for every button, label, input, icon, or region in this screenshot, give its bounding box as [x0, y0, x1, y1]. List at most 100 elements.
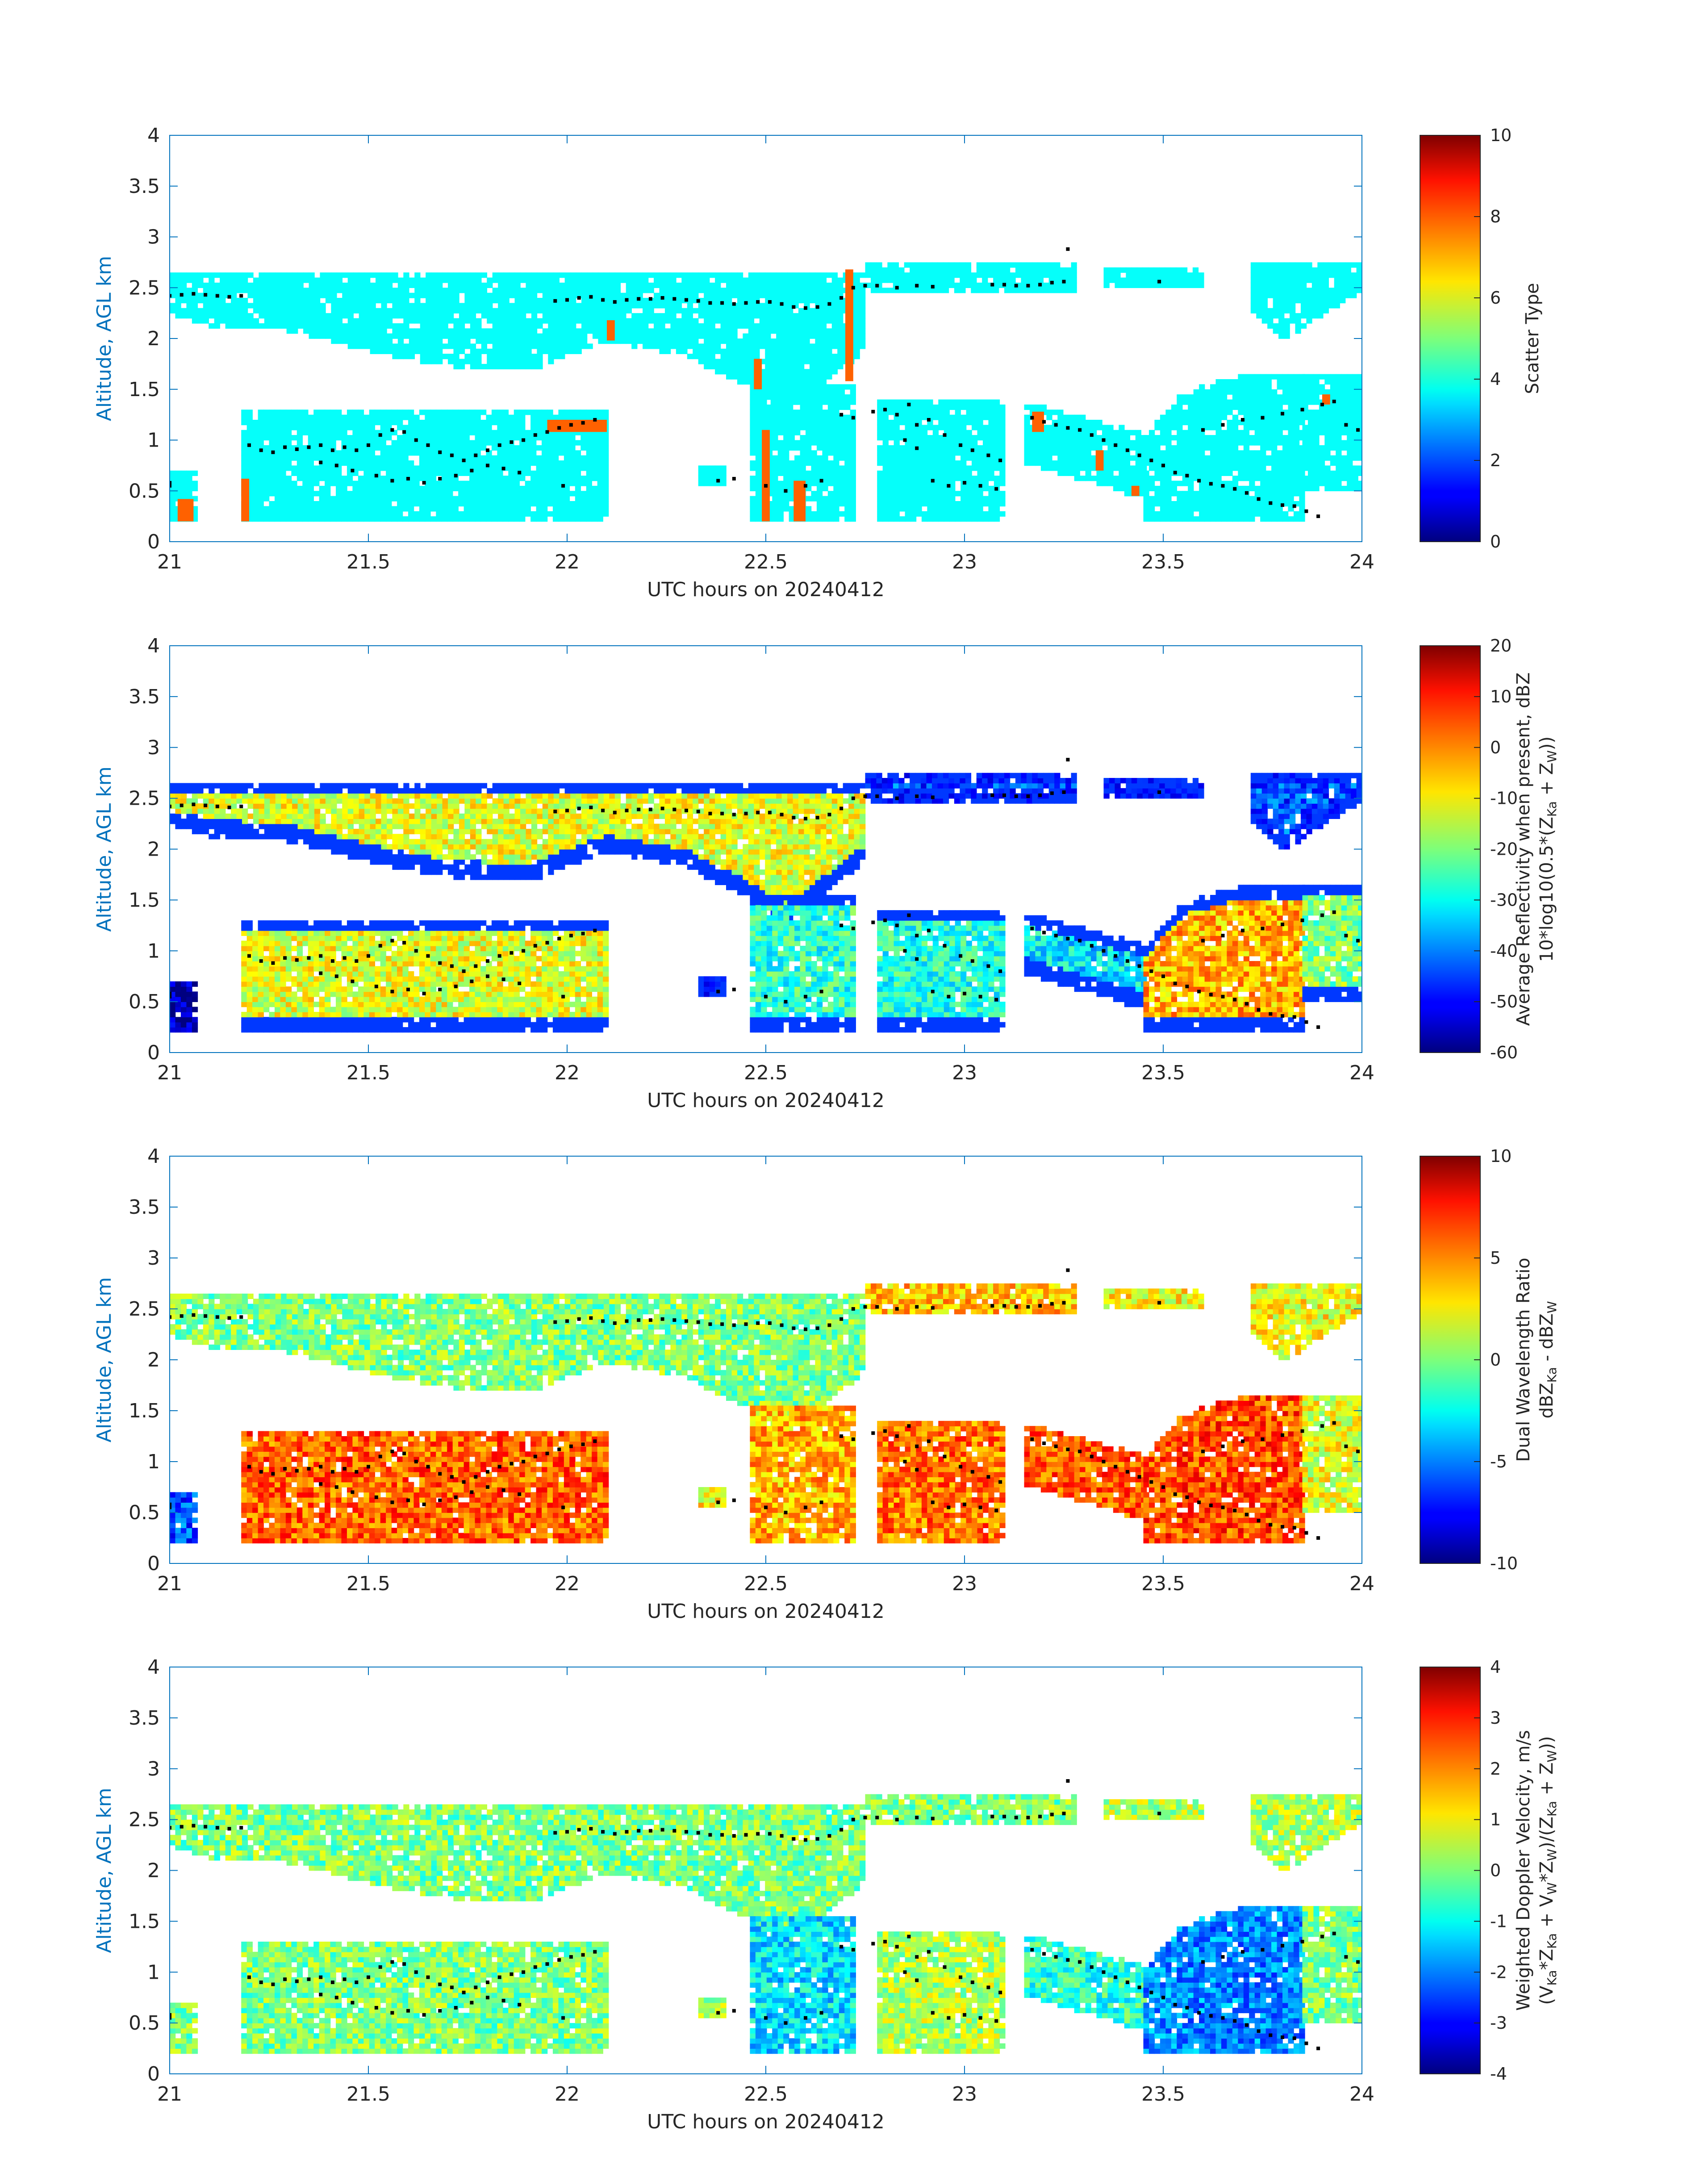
- heatmap-cell: [285, 450, 292, 456]
- heatmap-cell: [491, 485, 498, 492]
- heatmap-cell: [575, 476, 581, 481]
- heatmap-cell: [1085, 465, 1091, 471]
- heatmap-cell: [414, 308, 421, 313]
- heatmap-cell: [470, 272, 476, 278]
- heatmap-cell: [509, 288, 515, 293]
- heatmap-cell: [637, 282, 643, 288]
- heatmap-cell: [1046, 409, 1052, 415]
- heatmap-cell: [336, 470, 342, 476]
- heatmap-cell: [531, 272, 538, 278]
- heatmap-cell: [806, 516, 812, 522]
- heatmap-cell: [269, 491, 275, 497]
- heatmap-cell: [341, 496, 347, 501]
- heatmap-cell: [944, 465, 950, 471]
- heatmap-cell: [1026, 262, 1033, 268]
- heatmap-cell: [564, 318, 571, 324]
- heatmap-cell: [687, 298, 693, 304]
- heatmap-cell: [336, 313, 343, 319]
- heatmap-cell: [514, 277, 521, 283]
- heatmap-cell: [559, 328, 565, 334]
- heatmap-cell: [492, 308, 498, 313]
- heatmap-cell: [436, 485, 442, 492]
- heatmap-cell: [592, 516, 598, 522]
- heatmap-cell: [381, 313, 387, 319]
- heatmap-cell: [1063, 440, 1069, 446]
- heatmap-cell: [704, 323, 710, 329]
- heatmap-cell: [537, 277, 543, 283]
- heatmap-cell: [441, 460, 448, 466]
- heatmap-cell: [192, 303, 198, 309]
- heatmap-cell: [905, 455, 911, 461]
- heatmap-cell: [497, 511, 503, 517]
- heatmap-cell: [777, 384, 784, 390]
- heatmap-cell: [698, 308, 704, 313]
- heatmap-cell: [654, 272, 660, 278]
- heatmap-cell: [1300, 282, 1307, 288]
- heatmap-cell: [789, 409, 795, 415]
- heatmap-cell: [837, 348, 844, 354]
- heatmap-cell: [944, 491, 950, 497]
- heatmap-cell: [170, 470, 176, 476]
- heatmap-cell: [419, 445, 426, 451]
- heatmap-cell: [731, 318, 738, 324]
- heatmap-cell: [894, 481, 900, 486]
- heatmap-cell: [820, 277, 827, 283]
- heatmap-cell: [225, 277, 231, 283]
- heatmap-cell: [1043, 267, 1049, 273]
- heatmap-cell: [313, 516, 320, 522]
- heatmap-cell: [464, 303, 471, 309]
- heatmap-cell: [347, 440, 353, 446]
- heatmap-cell: [274, 470, 281, 476]
- heatmap-cell: [659, 328, 665, 334]
- heatmap-cell: [1080, 414, 1086, 420]
- heatmap-cell: [558, 516, 564, 522]
- heatmap-cell: [603, 491, 609, 497]
- heatmap-cell: [369, 455, 376, 461]
- heatmap-cell: [530, 445, 537, 451]
- heatmap-cell: [681, 313, 688, 319]
- heatmap-cell: [949, 440, 956, 446]
- heatmap-cell: [1198, 272, 1204, 278]
- heatmap-cell: [761, 409, 767, 415]
- heatmap-cell: [220, 282, 226, 288]
- heatmap-cell: [993, 277, 999, 283]
- heatmap-cell: [431, 328, 437, 334]
- heatmap-cell: [1300, 262, 1307, 268]
- heatmap-cell: [1010, 288, 1016, 293]
- heatmap-cell: [800, 389, 806, 395]
- heatmap-cell: [481, 292, 488, 298]
- heatmap-cell: [425, 511, 431, 517]
- heatmap-cell: [894, 491, 900, 497]
- heatmap-cell: [726, 343, 732, 349]
- heatmap-cell: [308, 485, 314, 492]
- heatmap-cell: [822, 389, 828, 395]
- heatmap-cell: [860, 288, 866, 293]
- heatmap-cell: [376, 277, 382, 283]
- heatmap-cell: [704, 364, 710, 370]
- heatmap-cell: [676, 303, 682, 309]
- heatmap-cell: [341, 485, 347, 492]
- heatmap-cell: [263, 430, 270, 435]
- heatmap-cell: [1334, 292, 1340, 298]
- heatmap-cell: [822, 384, 828, 390]
- heatmap-cell: [793, 343, 799, 349]
- heatmap-cell: [938, 496, 944, 501]
- heatmap-cell: [748, 288, 755, 293]
- heatmap-cell: [1334, 267, 1340, 273]
- heatmap-cell: [1356, 272, 1362, 278]
- heatmap-cell: [781, 277, 788, 283]
- heatmap-cell: [966, 506, 972, 512]
- heatmap-cell: [766, 394, 773, 400]
- heatmap-cell: [520, 359, 526, 364]
- heatmap-cell: [358, 435, 364, 441]
- heatmap-cell: [469, 460, 476, 466]
- heatmap-cell: [1176, 267, 1182, 273]
- heatmap-cell: [592, 288, 599, 293]
- heatmap-cell: [811, 516, 817, 522]
- heatmap-cell: [750, 420, 756, 426]
- heatmap-cell: [932, 445, 939, 451]
- heatmap-cell: [436, 435, 442, 441]
- heatmap-cell: [726, 272, 732, 278]
- heatmap-cell: [448, 272, 454, 278]
- heatmap-cell: [926, 288, 932, 293]
